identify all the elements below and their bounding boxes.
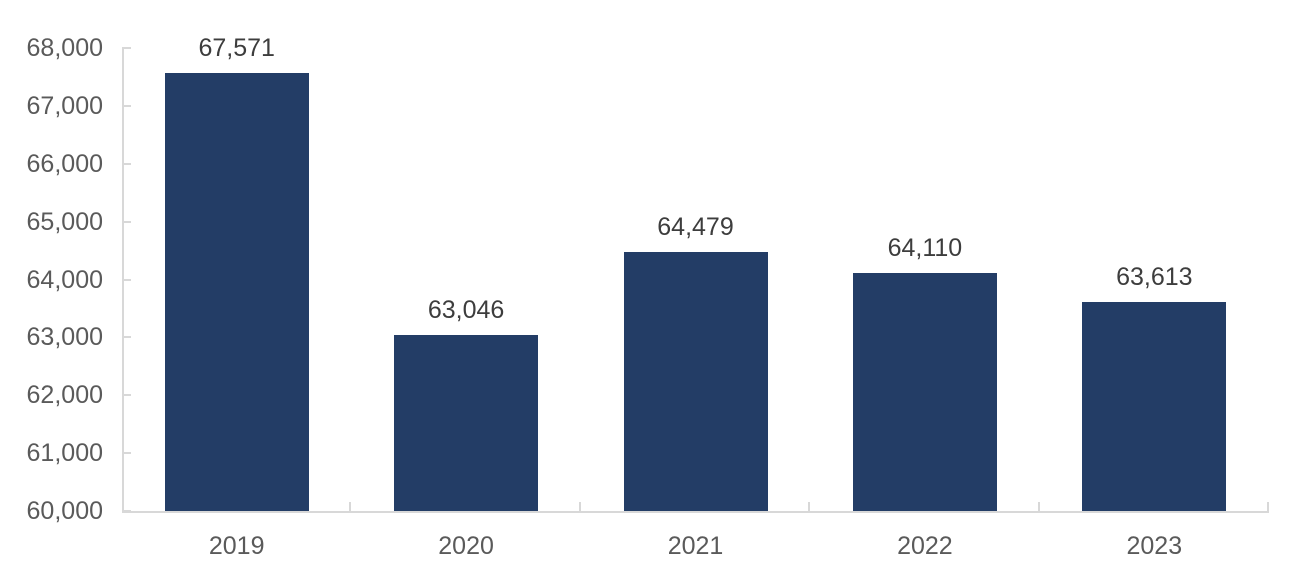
bar-value-label: 64,110 xyxy=(887,234,963,263)
bar-value-label: 63,613 xyxy=(1116,262,1193,291)
bar-value-label: 63,046 xyxy=(427,295,505,324)
y-axis-tick xyxy=(122,220,131,223)
y-axis-tick-label: 66,000 xyxy=(26,149,103,178)
x-axis-category-label: 2022 xyxy=(897,532,953,560)
y-axis-tick-label: 65,000 xyxy=(26,207,103,236)
bar-value-label: 64,479 xyxy=(657,212,734,241)
bar-2020 xyxy=(394,334,539,511)
y-axis-tick-label: 67,000 xyxy=(26,91,103,120)
y-axis-tick xyxy=(122,47,131,49)
y-axis-tick-label: 64,000 xyxy=(26,265,103,294)
x-axis-line xyxy=(122,511,1269,513)
y-axis-tick xyxy=(122,104,131,107)
bar-2023 xyxy=(1082,301,1227,511)
y-axis-tick-label: 63,000 xyxy=(26,323,103,352)
x-axis-tick xyxy=(1037,502,1040,511)
bar-2021 xyxy=(623,251,768,511)
y-axis-tick-label: 61,000 xyxy=(26,439,103,468)
y-axis-tick xyxy=(122,452,131,455)
bar-2022 xyxy=(852,273,997,511)
x-axis-category-label: 2021 xyxy=(667,532,724,560)
bar-value-label: 67,571 xyxy=(198,33,275,62)
x-axis-category-label: 2023 xyxy=(1126,532,1183,560)
y-axis-tick-label: 68,000 xyxy=(26,34,103,62)
x-axis-tick xyxy=(349,502,352,511)
bar-2019 xyxy=(164,72,309,511)
y-axis-tick-label: 60,000 xyxy=(26,497,103,525)
y-axis-tick-label: 62,000 xyxy=(26,381,103,410)
x-axis-tick xyxy=(1267,502,1269,511)
y-axis-tick xyxy=(122,394,131,397)
y-axis-tick xyxy=(122,336,131,339)
y-axis-line xyxy=(122,48,124,513)
y-axis-tick xyxy=(122,278,131,281)
y-axis-tick xyxy=(122,162,131,165)
x-axis-tick xyxy=(808,502,811,511)
x-axis-category-label: 2020 xyxy=(438,532,494,560)
x-axis-tick xyxy=(578,502,581,511)
x-axis-category-label: 2019 xyxy=(208,532,265,560)
